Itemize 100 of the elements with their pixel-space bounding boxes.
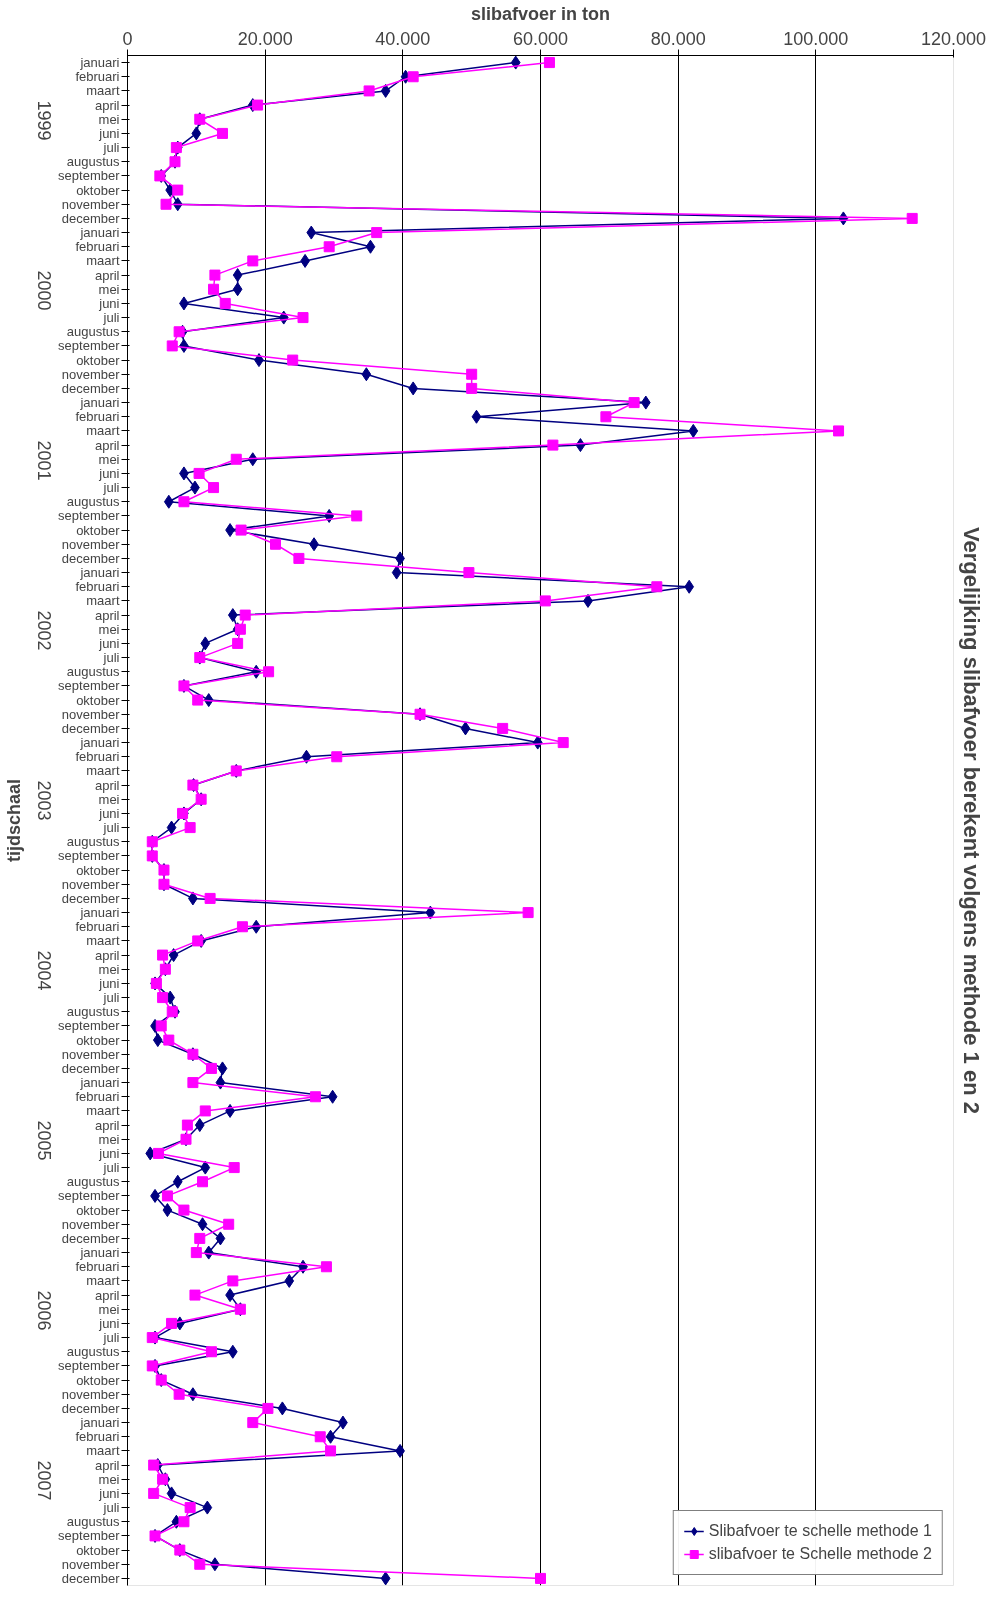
text: 2005: [34, 1120, 54, 1161]
y-tick-label: maart: [86, 1443, 120, 1459]
text: Vergelijking slibafvoer berekent volgens methode 1 en 2: [958, 527, 984, 1114]
y-tick-label: oktober: [76, 182, 121, 198]
y-tick-label: augustus: [66, 1174, 120, 1190]
y-tick-label: juni: [98, 1315, 120, 1331]
text: 2002: [34, 610, 54, 651]
y-tick-label: augustus: [66, 1514, 120, 1530]
y-tick-label: december: [61, 1060, 121, 1076]
x-tick-label: 40.000: [375, 28, 431, 49]
y-tick-label: november: [61, 366, 121, 382]
legend-label: slibafvoer te Schelle methode 2: [708, 1545, 932, 1563]
text: 2006: [34, 1290, 54, 1331]
y-tick-label: januari: [79, 905, 120, 921]
y-tick-label: april: [94, 1287, 120, 1303]
y-tick-label: juni: [98, 805, 120, 821]
text: 2003: [34, 780, 54, 821]
y-tick-label: juni: [98, 975, 120, 991]
x-tick-label: 0: [122, 28, 133, 49]
y-tick-label: september: [58, 848, 121, 864]
y-tick-label: april: [94, 777, 120, 793]
legend-label: Slibafvoer te schelle methode 1: [708, 1522, 932, 1540]
x-tick-label: 120.000: [920, 28, 987, 49]
y-tick-label: juni: [98, 295, 120, 311]
x-axis-title: slibafvoer in ton: [470, 3, 611, 24]
y-tick-label: april: [94, 267, 120, 283]
y-tick-label: september: [58, 1188, 121, 1204]
y-tick-label: april: [94, 607, 120, 623]
text: 2000: [34, 270, 54, 311]
y-tick-label: januari: [79, 1415, 120, 1431]
y-tick-label: juni: [98, 125, 120, 141]
y-tick-label: april: [94, 437, 120, 453]
y-tick-label: augustus: [66, 324, 120, 340]
y-tick-label: januari: [79, 565, 120, 581]
y-tick-label: januari: [79, 735, 120, 751]
y-tick-label: oktober: [76, 352, 121, 368]
y-tick-label: februari: [75, 579, 120, 595]
y-tick-label: april: [94, 97, 120, 113]
y-tick-label: juli: [102, 140, 120, 156]
x-tick-label: 20.000: [237, 28, 293, 49]
x-tick-label: 100.000: [783, 28, 849, 49]
y-tick-label: juli: [102, 990, 120, 1006]
y-tick-label: juni: [98, 1145, 120, 1161]
y-tick-label: augustus: [66, 1004, 120, 1020]
y-tick-label: maart: [86, 933, 120, 949]
y-tick-label: juli: [102, 1500, 120, 1516]
y-tick-label: december: [61, 210, 121, 226]
y-tick-label: januari: [79, 1245, 120, 1261]
y-axis-title: tijdschaal: [3, 778, 24, 863]
y-tick-label: november: [61, 1386, 121, 1402]
y-tick-label: januari: [79, 1075, 120, 1091]
y-tick-label: augustus: [66, 664, 120, 680]
y-tick-label: oktober: [76, 1542, 121, 1558]
y-tick-label: november: [61, 536, 121, 552]
y-tick-label: juni: [98, 1485, 120, 1501]
y-tick-label: oktober: [76, 1372, 121, 1388]
y-tick-label: december: [61, 550, 121, 566]
y-tick-label: november: [61, 876, 121, 892]
y-tick-label: maart: [86, 423, 120, 439]
y-tick-label: februari: [75, 1089, 120, 1105]
y-tick-label: juli: [102, 1160, 120, 1176]
y-tick-label: juli: [102, 1330, 120, 1346]
y-tick-label: september: [58, 168, 121, 184]
text: 1999: [34, 100, 54, 141]
y-tick-label: augustus: [66, 1344, 120, 1360]
y-tick-label: november: [61, 706, 121, 722]
y-tick-label: februari: [75, 1259, 120, 1275]
y-tick-label: december: [61, 1570, 121, 1586]
y-tick-label: februari: [75, 409, 120, 425]
y-tick-label: januari: [79, 55, 120, 71]
y-tick-label: november: [61, 1216, 121, 1232]
y-tick-label: april: [94, 1117, 120, 1133]
y-tick-label: januari: [79, 395, 120, 411]
y-tick-label: december: [61, 720, 121, 736]
y-tick-label: juli: [102, 310, 120, 326]
y-tick-label: augustus: [66, 154, 120, 170]
y-tick-label: oktober: [76, 1202, 121, 1218]
y-tick-label: november: [61, 196, 121, 212]
y-tick-label: maart: [86, 1103, 120, 1119]
y-tick-label: februari: [75, 749, 120, 765]
y-tick-label: oktober: [76, 1032, 121, 1048]
text: 2004: [34, 950, 54, 991]
y-tick-label: december: [61, 380, 121, 396]
y-tick-label: februari: [75, 69, 120, 85]
y-tick-label: juni: [98, 465, 120, 481]
x-tick-label: 80.000: [650, 28, 706, 49]
y-tick-label: juli: [102, 820, 120, 836]
y-tick-label: september: [58, 508, 121, 524]
y-tick-label: augustus: [66, 834, 120, 850]
y-tick-label: december: [61, 1400, 121, 1416]
y-tick-label: september: [58, 1358, 121, 1374]
y-tick-label: september: [58, 1018, 121, 1034]
y-tick-label: oktober: [76, 522, 121, 538]
y-tick-label: augustus: [66, 494, 120, 510]
text: 2001: [34, 440, 54, 481]
y-tick-label: maart: [86, 1273, 120, 1289]
y-tick-label: september: [58, 678, 121, 694]
y-tick-label: april: [94, 947, 120, 963]
y-tick-label: oktober: [76, 862, 121, 878]
y-tick-label: oktober: [76, 692, 121, 708]
